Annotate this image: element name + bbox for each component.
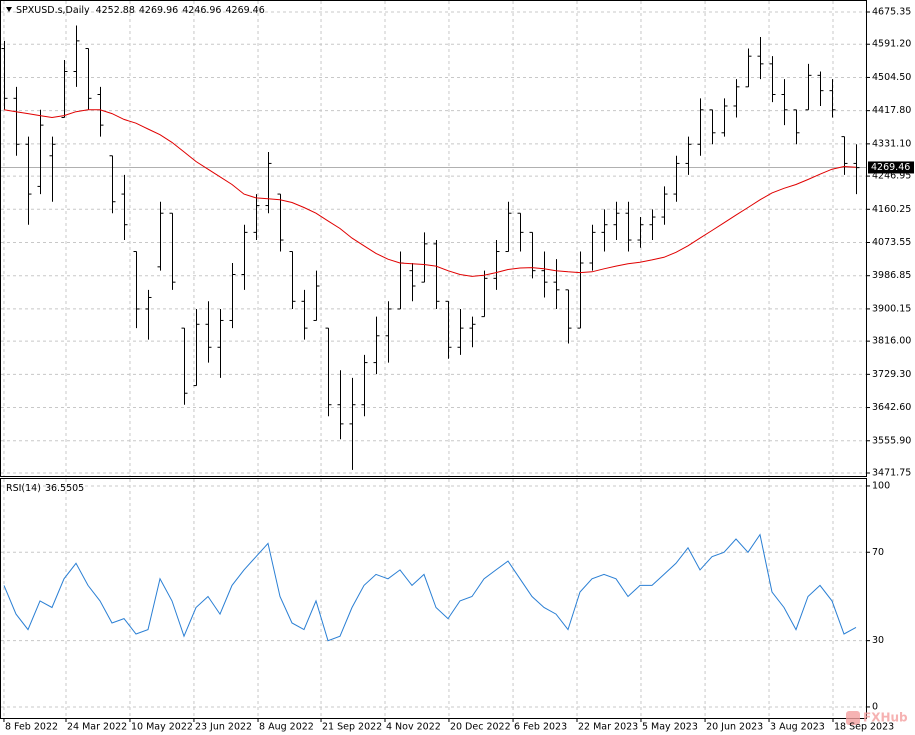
x-tick-label: 23 Jun 2022 — [195, 722, 252, 733]
x-tick-label: 24 Mar 2022 — [67, 722, 127, 733]
x-tick-label: 20 Dec 2022 — [450, 722, 511, 733]
current-price-label: 4269.46 — [871, 162, 910, 173]
y-tick-label: 4675.35 — [872, 7, 911, 18]
last-open: 4252.88 — [96, 5, 135, 16]
x-tick-label: 8 Feb 2022 — [5, 722, 58, 733]
y-tick-label: 3642.60 — [872, 402, 911, 413]
y-tick-label: 4073.55 — [872, 237, 911, 248]
x-tick-label: 10 May 2022 — [131, 722, 193, 733]
y-tick-label: 4160.25 — [872, 204, 911, 215]
x-tick-label: 20 Jun 2023 — [706, 722, 763, 733]
chart-title: SPXUSD.s,Daily — [16, 5, 90, 16]
x-tick-label: 4 Nov 2022 — [386, 722, 441, 733]
watermark: FXHub — [863, 711, 908, 725]
y-tick-label: 70 — [872, 547, 884, 558]
rsi-line — [3, 533, 857, 642]
y-tick-label: 0 — [872, 701, 878, 712]
y-tick-label: 3555.90 — [872, 435, 911, 446]
y-tick-label: 4331.10 — [872, 138, 911, 149]
last-low: 4246.96 — [182, 5, 221, 16]
rsi-panel-frame — [0, 478, 867, 719]
chart-header: SPXUSD.s,Daily 4252.88 4269.96 4246.96 4269.… — [16, 5, 265, 16]
y-tick-label: 100 — [872, 480, 890, 491]
y-tick-label: 30 — [872, 635, 884, 646]
y-tick-label: 3900.15 — [872, 303, 911, 314]
y-tick-label: 3816.00 — [872, 336, 911, 347]
last-close: 4269.46 — [225, 5, 264, 16]
x-tick-label: 22 Mar 2023 — [578, 722, 638, 733]
current-price-box — [868, 161, 914, 174]
last-high: 4269.96 — [139, 5, 178, 16]
watermark-icon — [846, 711, 860, 725]
y-tick-label: 4504.50 — [872, 72, 911, 83]
x-tick-label: 21 Sep 2022 — [322, 722, 382, 733]
y-tick-label: 4246.95 — [872, 171, 911, 182]
rsi-last-value: 36.5505 — [45, 483, 84, 494]
price-panel-frame — [0, 0, 867, 477]
moving-average — [3, 109, 857, 277]
x-tick-label: 8 Aug 2022 — [259, 722, 314, 733]
y-tick-label: 3986.85 — [872, 270, 911, 281]
rsi-title: RSI(14) — [6, 483, 41, 494]
menu-arrow — [6, 7, 12, 12]
x-tick-label: 5 May 2023 — [642, 722, 698, 733]
y-tick-label: 3471.75 — [872, 467, 911, 478]
y-tick-label: 4417.80 — [872, 105, 911, 116]
x-tick-label: 3 Aug 2023 — [770, 722, 825, 733]
rsi-header: RSI(14) 36.5505 — [6, 483, 84, 494]
y-tick-label: 4591.20 — [872, 39, 911, 50]
y-tick-label: 3729.30 — [872, 369, 911, 380]
x-tick-label: 6 Feb 2023 — [514, 722, 567, 733]
x-tick-label: 18 Sep 2023 — [834, 722, 894, 733]
